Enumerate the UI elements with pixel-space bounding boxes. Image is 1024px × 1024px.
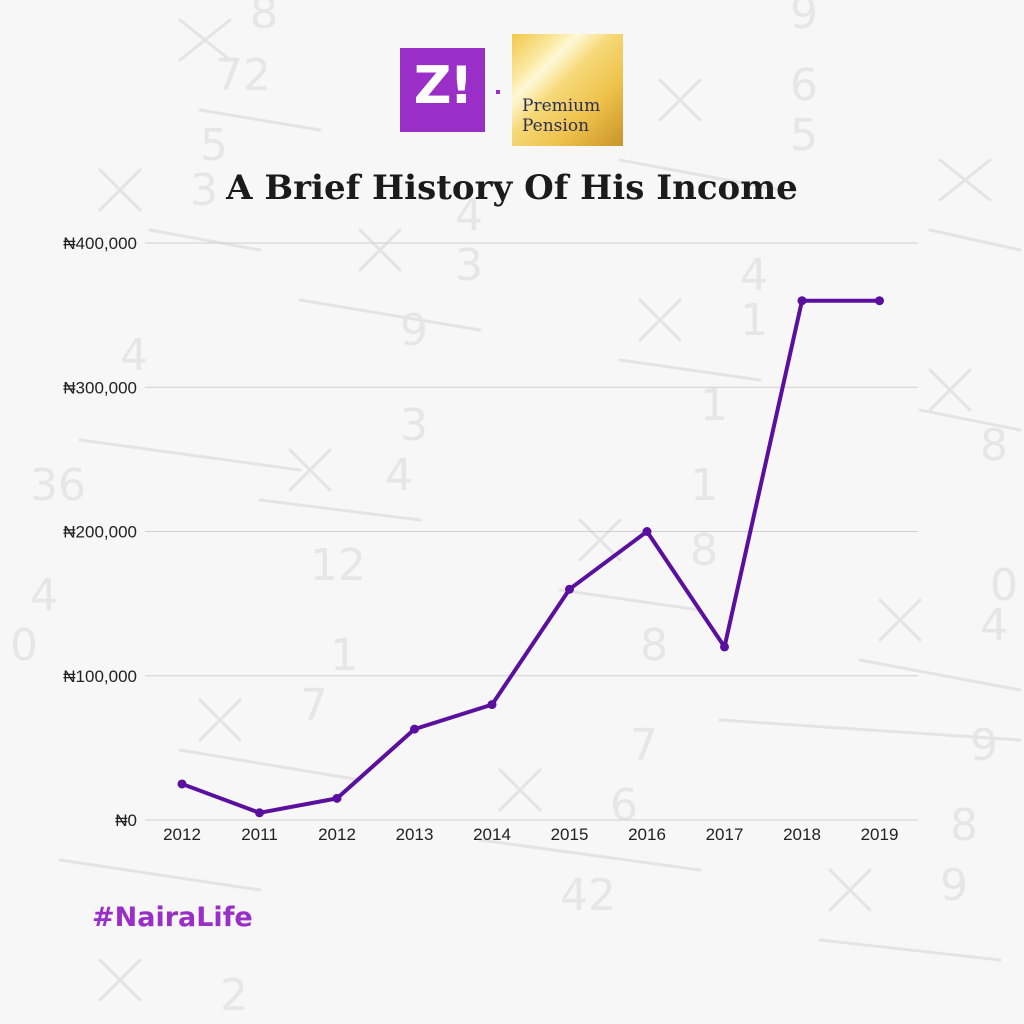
data-point <box>797 296 807 306</box>
svg-text:9: 9 <box>400 305 428 356</box>
svg-text:0: 0 <box>990 560 1018 611</box>
y-tick-label: ₦0 <box>115 811 137 830</box>
logo-row: Z! Premium Pension <box>0 34 1024 146</box>
x-tick-label: 2015 <box>551 825 589 844</box>
data-point <box>875 296 884 306</box>
x-tick-label: 2017 <box>706 825 744 844</box>
svg-text:1: 1 <box>330 630 358 681</box>
svg-text:6: 6 <box>610 780 638 831</box>
svg-text:2: 2 <box>220 970 248 1021</box>
x-tick-label: 2014 <box>473 825 511 844</box>
premium-pension-logo-line2: Pension <box>522 116 590 136</box>
svg-text:4: 4 <box>120 330 148 381</box>
x-tick-label: 2013 <box>396 825 434 844</box>
svg-text:0: 0 <box>10 620 38 671</box>
svg-text:8: 8 <box>250 0 278 39</box>
data-point <box>642 527 652 536</box>
data-point <box>565 584 574 594</box>
x-axis-ticks: 2012 2011 2012 2013 2014 2015 2016 2017 2018 2019 <box>163 825 898 844</box>
data-point <box>332 793 342 803</box>
premium-pension-logo: Premium Pension <box>512 34 623 146</box>
svg-text:8: 8 <box>690 525 718 576</box>
y-tick-label: ₦200,000 <box>63 523 137 542</box>
svg-text:9: 9 <box>970 720 998 771</box>
svg-text:6: 6 <box>790 60 818 111</box>
x-tick-label: 2018 <box>783 825 821 844</box>
data-point <box>487 700 497 710</box>
svg-text:8: 8 <box>640 620 668 671</box>
x-tick-label: 2019 <box>861 825 899 844</box>
data-point <box>177 779 187 789</box>
data-point <box>720 642 729 652</box>
hashtag-label: #NairaLife <box>92 902 253 933</box>
x-tick-label: 2011 <box>241 825 278 844</box>
series-layer <box>177 296 884 818</box>
x-tick-label: 2012 <box>318 825 356 844</box>
svg-text:5: 5 <box>200 120 228 171</box>
svg-text:7: 7 <box>630 720 658 771</box>
svg-text:3: 3 <box>190 165 218 216</box>
svg-text:4: 4 <box>385 450 413 501</box>
y-tick-label: ₦400,000 <box>63 234 137 253</box>
svg-text:4: 4 <box>980 600 1008 651</box>
svg-text:4: 4 <box>30 570 58 621</box>
svg-text:7: 7 <box>300 680 328 731</box>
premium-pension-logo-line1: Premium <box>522 96 601 116</box>
svg-text:3: 3 <box>455 240 483 291</box>
svg-text:42: 42 <box>560 870 616 921</box>
grid-lines <box>145 242 918 821</box>
svg-text:12: 12 <box>310 540 366 591</box>
svg-text:5: 5 <box>790 110 818 161</box>
x-tick-label: 2012 <box>163 825 201 844</box>
data-point <box>255 808 264 818</box>
svg-text:72: 72 <box>215 50 271 101</box>
svg-text:36: 36 <box>30 460 86 511</box>
svg-text:4: 4 <box>455 190 483 241</box>
data-point <box>410 724 419 734</box>
y-axis-ticks: ₦0 ₦100,000 ₦200,000 ₦300,000 ₦400,000 <box>63 234 137 830</box>
y-tick-label: ₦300,000 <box>63 378 137 397</box>
logo-separator-dot <box>496 90 500 94</box>
x-tick-label: 2016 <box>628 825 666 844</box>
svg-text:1: 1 <box>700 380 728 431</box>
series-line <box>180 298 882 815</box>
svg-text:8: 8 <box>950 800 978 851</box>
svg-text:4: 4 <box>740 250 768 301</box>
svg-text:3: 3 <box>400 400 428 451</box>
chart-title: A Brief History Of His Income <box>226 168 798 208</box>
svg-text:1: 1 <box>690 460 718 511</box>
zikoko-logo-text: Z! <box>413 56 473 116</box>
y-tick-label: ₦100,000 <box>63 667 137 686</box>
svg-text:9: 9 <box>940 860 968 911</box>
zikoko-logo: Z! <box>400 48 485 132</box>
svg-text:1: 1 <box>740 295 768 346</box>
svg-text:8: 8 <box>980 420 1008 471</box>
svg-text:9: 9 <box>790 0 818 39</box>
